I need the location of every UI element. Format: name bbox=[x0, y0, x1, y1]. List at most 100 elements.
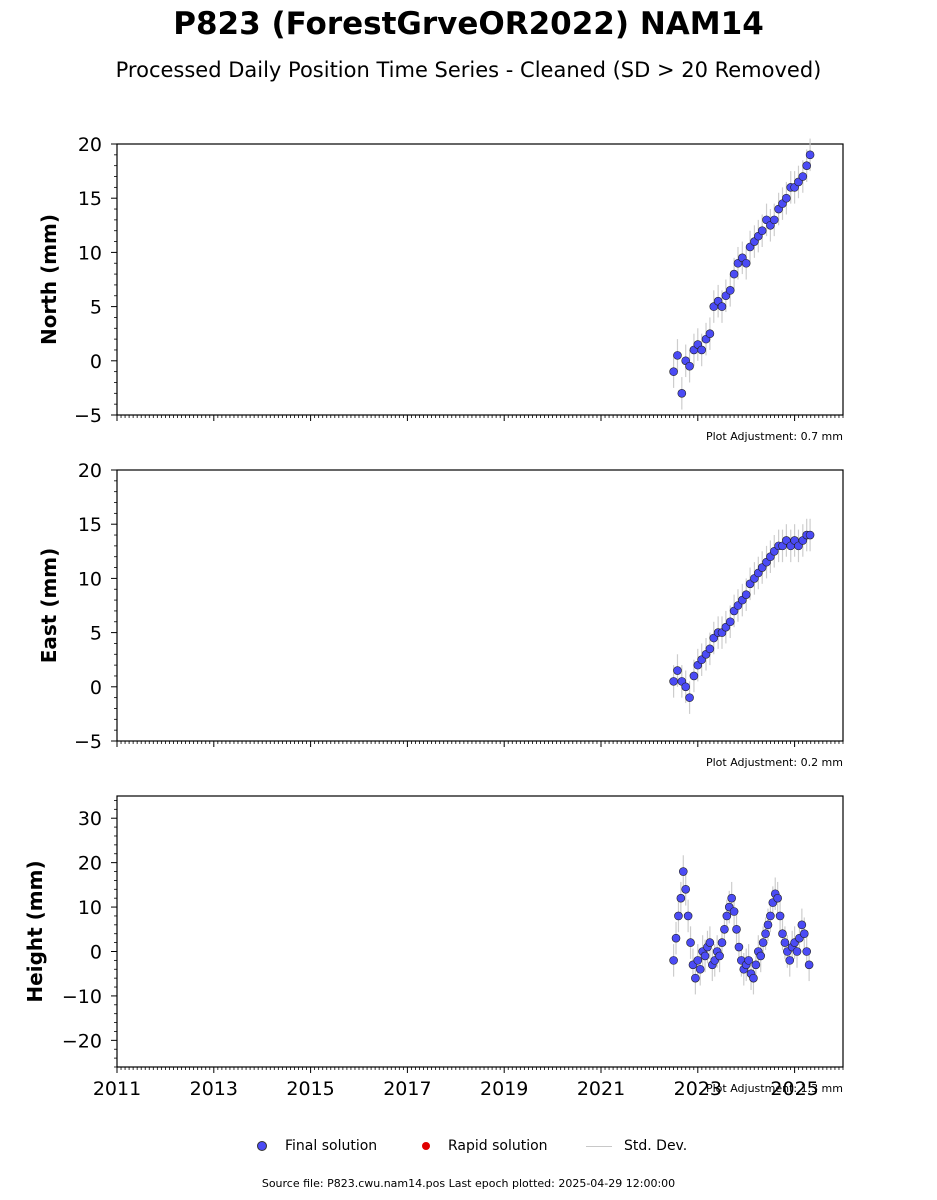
legend-stddev-label: Std. Dev. bbox=[624, 1138, 688, 1154]
panel3-data-point bbox=[761, 929, 770, 939]
panel3-data-point bbox=[780, 938, 790, 947]
panel1-data-point bbox=[677, 389, 687, 398]
panel3-data-point bbox=[729, 907, 739, 916]
panel1-data-point bbox=[685, 361, 694, 371]
panel2-data-point bbox=[725, 617, 735, 627]
panel1-data-point bbox=[729, 269, 739, 279]
panel3-data-point bbox=[763, 920, 773, 930]
panel3-x-tick-label: 2015 bbox=[286, 1078, 334, 1100]
std-dev-line-icon bbox=[586, 1145, 612, 1147]
panel3-y-tick-label: 30 bbox=[78, 808, 102, 830]
panel1-data-point bbox=[805, 150, 815, 160]
panel3-data-point bbox=[749, 973, 758, 983]
panel1-data-point bbox=[705, 329, 715, 339]
panel3-data-point bbox=[732, 924, 741, 934]
panel3-data-point bbox=[722, 911, 732, 921]
panel3-data-point bbox=[683, 911, 693, 921]
panel3-data-point bbox=[727, 893, 736, 903]
panel3-data-point bbox=[705, 938, 715, 947]
panel1-data-point bbox=[741, 258, 751, 268]
panel2-data-point bbox=[681, 682, 691, 692]
legend: Final solution Rapid solution Std. Dev. bbox=[0, 1138, 937, 1158]
panel1-data-point bbox=[757, 226, 767, 236]
panel3-data-point bbox=[720, 924, 729, 934]
panel1-data-point bbox=[725, 286, 735, 295]
panel1-data-point bbox=[798, 172, 808, 181]
panel3-x-tick-label: 2013 bbox=[190, 1078, 238, 1100]
panel1-data-point bbox=[673, 351, 682, 360]
panel3-plot-adjustment: Plot Adjustment: 1.3 mm bbox=[706, 1082, 843, 1095]
panel2-y-tick-label: 20 bbox=[78, 460, 102, 482]
panel3-data-point bbox=[676, 893, 686, 903]
panel1-data-point bbox=[802, 161, 812, 170]
legend-stddev: Std. Dev. bbox=[586, 1138, 687, 1154]
panel3-data-point bbox=[766, 911, 775, 921]
panel2-y-tick-label: 0 bbox=[90, 677, 102, 699]
panel3-data-point bbox=[717, 938, 727, 947]
panel2-data-point bbox=[741, 590, 751, 599]
panel3-x-tick-label: 2017 bbox=[383, 1078, 431, 1100]
panel3-y-axis-label: Height (mm) bbox=[23, 860, 47, 1002]
panel1-data-point bbox=[782, 193, 791, 203]
panel3-data-point bbox=[678, 867, 688, 876]
panel3-data-point bbox=[686, 938, 695, 947]
panel3-data-point bbox=[715, 951, 724, 961]
panel2-y-tick-label: −5 bbox=[74, 731, 102, 753]
panel3-x-tick-label: 2023 bbox=[674, 1078, 722, 1100]
panel3-data-point bbox=[734, 942, 744, 952]
panel3-data-point bbox=[778, 929, 787, 939]
panel3-data-point bbox=[669, 956, 678, 965]
panel3-data-point bbox=[802, 947, 812, 956]
panel2-plot-adjustment: Plot Adjustment: 0.2 mm bbox=[706, 756, 843, 769]
panel3-data-point bbox=[744, 956, 753, 965]
panel3-data-point bbox=[751, 960, 761, 970]
chart-title: P823 (ForestGrveOR2022) NAM14 bbox=[173, 6, 764, 42]
panel3-data-point bbox=[693, 956, 703, 965]
panel2-data-point bbox=[669, 677, 678, 686]
chart-subtitle: Processed Daily Position Time Series - C… bbox=[115, 58, 822, 82]
panel2-y-tick-label: 15 bbox=[78, 514, 102, 536]
legend-rapid-label: Rapid solution bbox=[448, 1138, 548, 1154]
panel3-y-tick-label: 10 bbox=[78, 897, 102, 919]
panel1-y-tick-label: 5 bbox=[90, 297, 102, 319]
panel1-data-point bbox=[669, 367, 678, 376]
panel3-data-point bbox=[681, 884, 691, 894]
panel3-data-point bbox=[797, 920, 807, 930]
panel3-data-point bbox=[691, 973, 700, 983]
panel3-data-point bbox=[756, 951, 766, 961]
panel3-y-tick-label: −10 bbox=[62, 986, 102, 1008]
panel3-data-point bbox=[792, 947, 802, 956]
rapid-solution-marker-icon bbox=[422, 1142, 430, 1150]
panel3-x-tick-label: 2011 bbox=[93, 1078, 141, 1100]
panel3-data-point bbox=[695, 964, 705, 974]
panel3-x-tick-label: 2021 bbox=[577, 1078, 625, 1100]
panel3-data-point bbox=[773, 893, 782, 903]
panel3-data-point bbox=[785, 956, 795, 965]
panel3-data-point bbox=[674, 911, 683, 921]
panel2-data-point bbox=[705, 644, 715, 654]
panel2-y-tick-label: 5 bbox=[90, 623, 102, 645]
legend-rapid: Rapid solution bbox=[422, 1138, 548, 1154]
panel1-data-point bbox=[717, 302, 727, 311]
panel1-y-tick-label: 10 bbox=[78, 242, 102, 264]
panel2-y-tick-label: 10 bbox=[78, 568, 102, 590]
panel3-data-point bbox=[700, 951, 710, 961]
panel3-data-point bbox=[799, 929, 809, 939]
panel2-y-axis-label: East (mm) bbox=[37, 548, 61, 664]
panel1-plot-adjustment: Plot Adjustment: 0.7 mm bbox=[706, 430, 843, 443]
panel1-data-point bbox=[769, 215, 779, 225]
legend-final: Final solution bbox=[257, 1138, 377, 1154]
source-footer: Source file: P823.cwu.nam14.pos Last epo… bbox=[261, 1177, 676, 1190]
panel2-data-point bbox=[805, 530, 815, 540]
panel3-data-point bbox=[671, 933, 681, 943]
panel3-y-tick-label: −20 bbox=[62, 1030, 102, 1052]
panel2-data-point bbox=[685, 693, 694, 702]
panel3-data-point bbox=[758, 938, 768, 947]
panel3-x-tick-label: 2019 bbox=[480, 1078, 528, 1100]
panel2-data-point bbox=[673, 666, 682, 675]
panel3-y-tick-label: 20 bbox=[78, 853, 102, 875]
panel2-data-point bbox=[689, 671, 699, 681]
final-solution-marker-icon bbox=[257, 1141, 267, 1151]
panel1-y-tick-label: 15 bbox=[78, 188, 102, 210]
